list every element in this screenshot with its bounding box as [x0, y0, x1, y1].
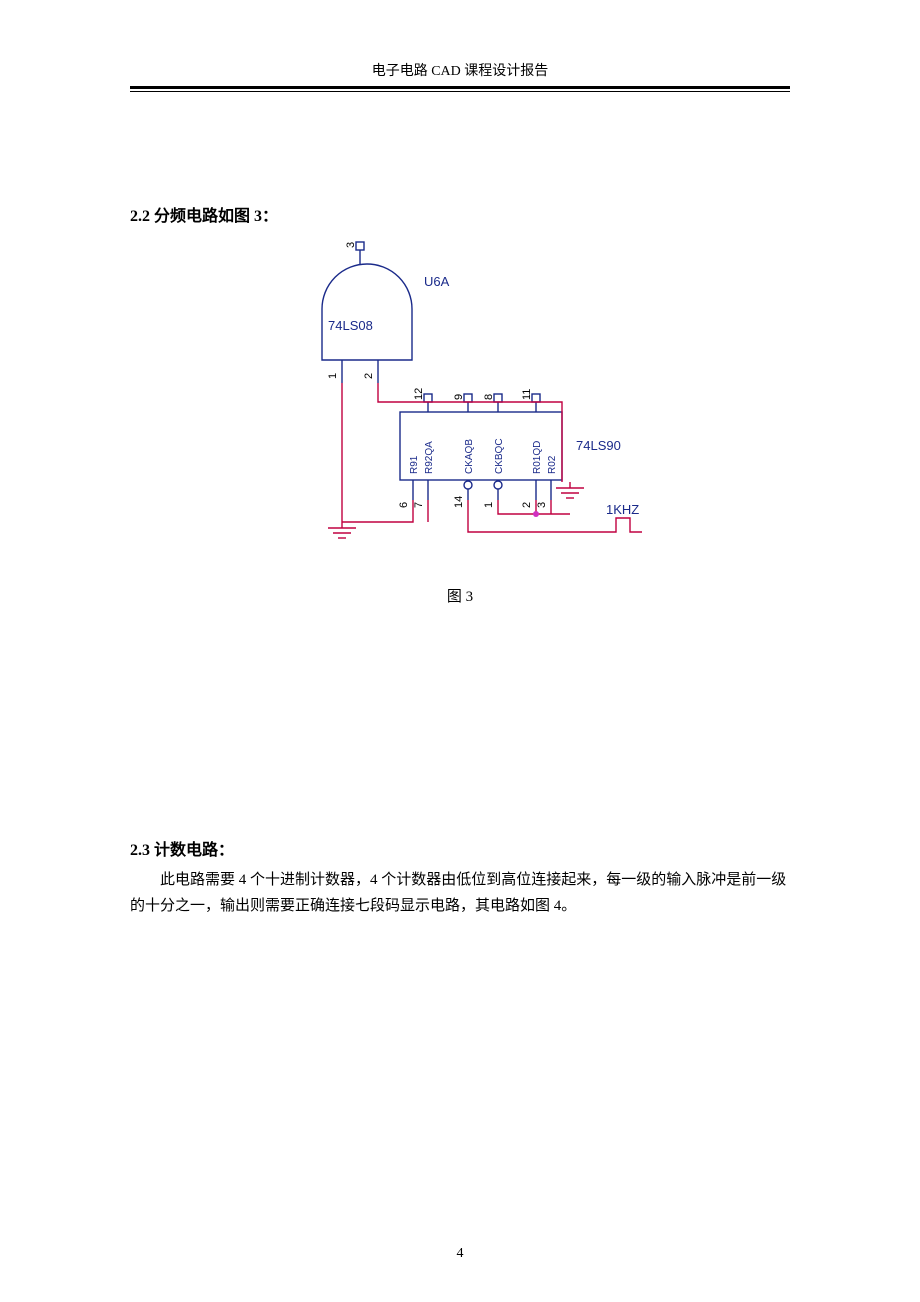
svg-text:6: 6	[398, 502, 410, 508]
svg-text:9: 9	[453, 394, 465, 400]
section-2-3-heading: 2.3 计数电路：	[130, 836, 790, 860]
svg-text:2: 2	[363, 373, 375, 379]
svg-text:3: 3	[345, 242, 357, 248]
svg-text:7: 7	[413, 502, 425, 508]
svg-text:8: 8	[483, 394, 495, 400]
svg-text:1KHZ: 1KHZ	[606, 502, 639, 517]
page-number: 4	[0, 1246, 920, 1262]
svg-text:12: 12	[413, 388, 425, 400]
document-page: 电子电路 CAD 课程设计报告 2.2 分频电路如图 3： 74LS08 U6A 3…	[0, 0, 920, 1302]
svg-text:11: 11	[521, 389, 533, 400]
header-rule	[130, 86, 790, 92]
svg-text:U6A: U6A	[424, 274, 450, 289]
page-header-title: 电子电路 CAD 课程设计报告	[130, 60, 790, 80]
svg-text:2: 2	[521, 502, 533, 508]
svg-text:R92QA: R92QA	[424, 441, 435, 474]
svg-text:CKAQB: CKAQB	[464, 439, 475, 474]
figure-3-caption: 图 3	[130, 585, 790, 606]
svg-text:R01QD: R01QD	[532, 441, 543, 474]
figure-3-diagram: 74LS08U6A31274LS90129811R91R92QACKAQBCKB…	[130, 234, 790, 579]
svg-text:1: 1	[483, 502, 495, 508]
section-2-3-paragraph: 此电路需要 4 个十进制计数器，4 个计数器由低位到高位连接起来，每一级的输入脉…	[130, 868, 790, 919]
section-2-2-heading: 2.2 分频电路如图 3：	[130, 202, 790, 226]
svg-text:3: 3	[536, 502, 548, 508]
svg-text:R91: R91	[409, 455, 420, 474]
svg-text:74LS08: 74LS08	[328, 318, 373, 333]
svg-text:74LS90: 74LS90	[576, 438, 621, 453]
svg-text:14: 14	[453, 496, 465, 508]
svg-text:CKBQC: CKBQC	[494, 438, 505, 474]
svg-text:R02: R02	[547, 455, 558, 474]
svg-text:1: 1	[327, 373, 339, 379]
